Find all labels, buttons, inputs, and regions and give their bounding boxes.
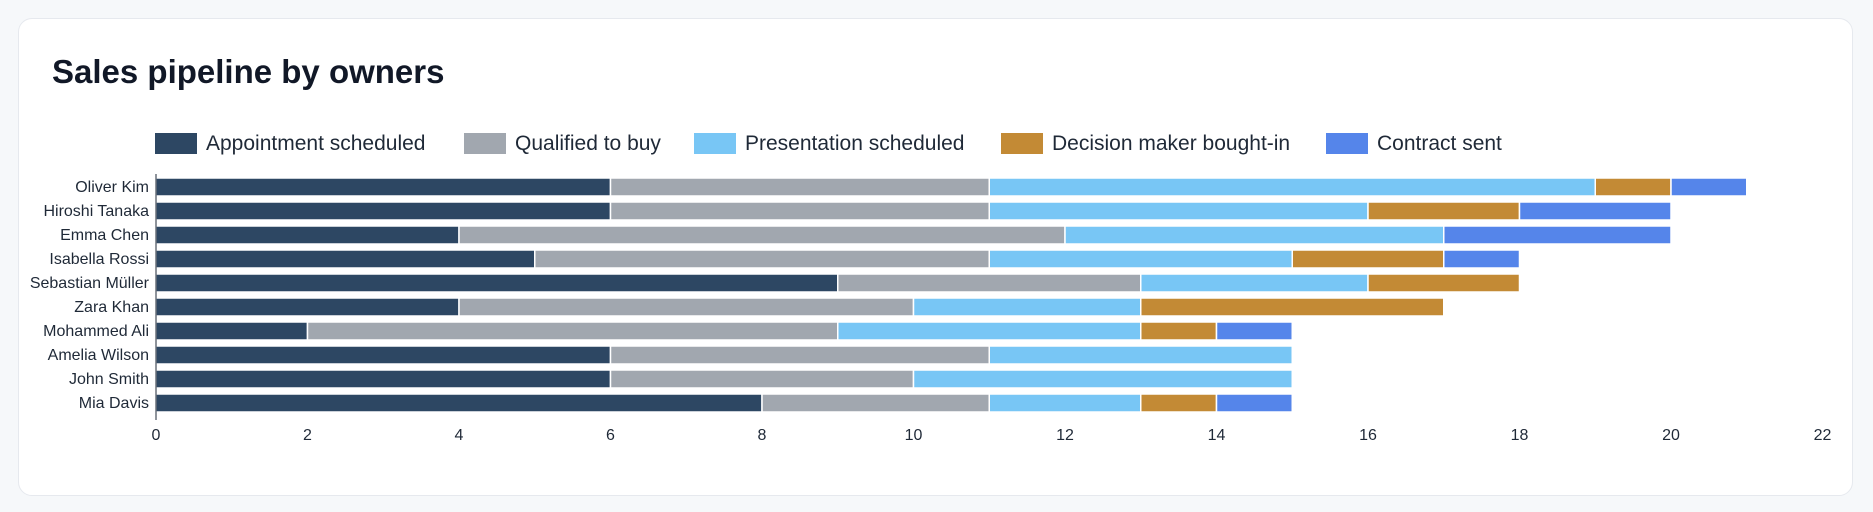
bar-john-smith-presentation-scheduled (912, 369, 1293, 389)
bar-isabella-rossi-decision-maker-bought-in (1291, 249, 1445, 269)
bar-mohammed-ali-contract-sent (1215, 321, 1293, 341)
bar-oliver-kim-appointment-scheduled (155, 177, 612, 197)
bar-sebastian-muller-presentation-scheduled (1140, 273, 1369, 293)
bar-sebastian-muller-qualified-to-buy (837, 273, 1142, 293)
bar-mia-davis-decision-maker-bought-in (1140, 393, 1218, 413)
bar-amelia-wilson-presentation-scheduled (988, 345, 1293, 365)
bar-sebastian-muller-decision-maker-bought-in (1367, 273, 1521, 293)
x-tick-22: 22 (1814, 427, 1832, 444)
bar-john-smith-qualified-to-buy (609, 369, 915, 389)
bar-sebastian-muller-appointment-scheduled (155, 273, 839, 293)
bar-isabella-rossi-presentation-scheduled (988, 249, 1293, 269)
bar-mohammed-ali-decision-maker-bought-in (1140, 321, 1218, 341)
x-tick-20: 20 (1662, 427, 1680, 444)
x-tick-10: 10 (905, 427, 923, 444)
bar-isabella-rossi-qualified-to-buy (534, 249, 990, 269)
bar-mohammed-ali-presentation-scheduled (837, 321, 1142, 341)
chart-title: Sales pipeline by owners (52, 53, 445, 90)
bar-isabella-rossi-contract-sent (1443, 249, 1521, 269)
x-tick-0: 0 (152, 427, 161, 444)
bar-zara-khan-presentation-scheduled (912, 297, 1142, 317)
bar-emma-chen-appointment-scheduled (155, 225, 460, 245)
category-label-oliver-kim: Oliver Kim (75, 179, 149, 196)
legend-label-qualified-to-buy: Qualified to buy (515, 132, 661, 155)
category-label-isabella-rossi: Isabella Rossi (49, 251, 149, 268)
category-label-hiroshi-tanaka: Hiroshi Tanaka (43, 203, 149, 220)
category-label-emma-chen: Emma Chen (60, 227, 149, 244)
legend-swatch-decision-maker-bought-in (1001, 133, 1043, 154)
bar-mia-davis-presentation-scheduled (988, 393, 1142, 413)
x-tick-2: 2 (303, 427, 312, 444)
x-tick-14: 14 (1208, 427, 1226, 444)
x-tick-8: 8 (758, 427, 767, 444)
bar-mia-davis-qualified-to-buy (761, 393, 990, 413)
bar-hiroshi-tanaka-appointment-scheduled (155, 201, 612, 221)
bar-john-smith-appointment-scheduled (155, 369, 612, 389)
x-axis: 0 2 4 6 8 10 12 14 16 18 20 22 (152, 174, 1832, 444)
x-tick-18: 18 (1511, 427, 1529, 444)
category-label-mohammed-ali: Mohammed Ali (43, 323, 149, 340)
category-label-mia-davis: Mia Davis (79, 395, 149, 412)
x-tick-6: 6 (606, 427, 615, 444)
bar-emma-chen-presentation-scheduled (1064, 225, 1445, 245)
bar-zara-khan-decision-maker-bought-in (1140, 297, 1445, 317)
legend-swatch-presentation-scheduled (694, 133, 736, 154)
bar-mohammed-ali-appointment-scheduled (155, 321, 309, 341)
bar-isabella-rossi-appointment-scheduled (155, 249, 536, 269)
category-label-sebastian-muller: Sebastian Müller (30, 275, 150, 292)
bar-mohammed-ali-qualified-to-buy (306, 321, 839, 341)
bar-oliver-kim-presentation-scheduled (988, 177, 1596, 197)
bar-zara-khan-qualified-to-buy (458, 297, 915, 317)
legend-label-decision-maker-bought-in: Decision maker bought-in (1052, 132, 1290, 155)
bar-hiroshi-tanaka-presentation-scheduled (988, 201, 1369, 221)
bar-mia-davis-appointment-scheduled (155, 393, 763, 413)
category-label-zara-khan: Zara Khan (74, 299, 149, 316)
bar-zara-khan-appointment-scheduled (155, 297, 460, 317)
legend-label-contract-sent: Contract sent (1377, 132, 1502, 155)
legend-swatch-appointment-scheduled (155, 133, 197, 154)
x-tick-4: 4 (455, 427, 464, 444)
bar-emma-chen-qualified-to-buy (458, 225, 1066, 245)
chart-legend: Appointment scheduled Qualified to buy Pre… (155, 132, 1502, 155)
legend-swatch-contract-sent (1326, 133, 1368, 154)
category-label-amelia-wilson: Amelia Wilson (48, 347, 149, 364)
bar-oliver-kim-decision-maker-bought-in (1594, 177, 1672, 197)
x-tick-12: 12 (1056, 427, 1074, 444)
bar-hiroshi-tanaka-decision-maker-bought-in (1367, 201, 1521, 221)
bar-amelia-wilson-appointment-scheduled (155, 345, 612, 365)
bar-mia-davis-contract-sent (1215, 393, 1293, 413)
legend-label-presentation-scheduled: Presentation scheduled (745, 132, 965, 155)
legend-swatch-qualified-to-buy (464, 133, 506, 154)
category-labels: Oliver Kim Hiroshi Tanaka Emma Chen Isabell… (30, 179, 150, 412)
legend-label-appointment-scheduled: Appointment scheduled (206, 132, 426, 155)
bar-oliver-kim-qualified-to-buy (609, 177, 990, 197)
bars-area (155, 177, 1748, 413)
bar-hiroshi-tanaka-contract-sent (1518, 201, 1672, 221)
x-tick-16: 16 (1359, 427, 1377, 444)
bar-emma-chen-contract-sent (1443, 225, 1672, 245)
category-label-john-smith: John Smith (69, 371, 149, 388)
bar-hiroshi-tanaka-qualified-to-buy (609, 201, 990, 221)
bar-amelia-wilson-qualified-to-buy (609, 345, 990, 365)
bar-oliver-kim-contract-sent (1670, 177, 1748, 197)
